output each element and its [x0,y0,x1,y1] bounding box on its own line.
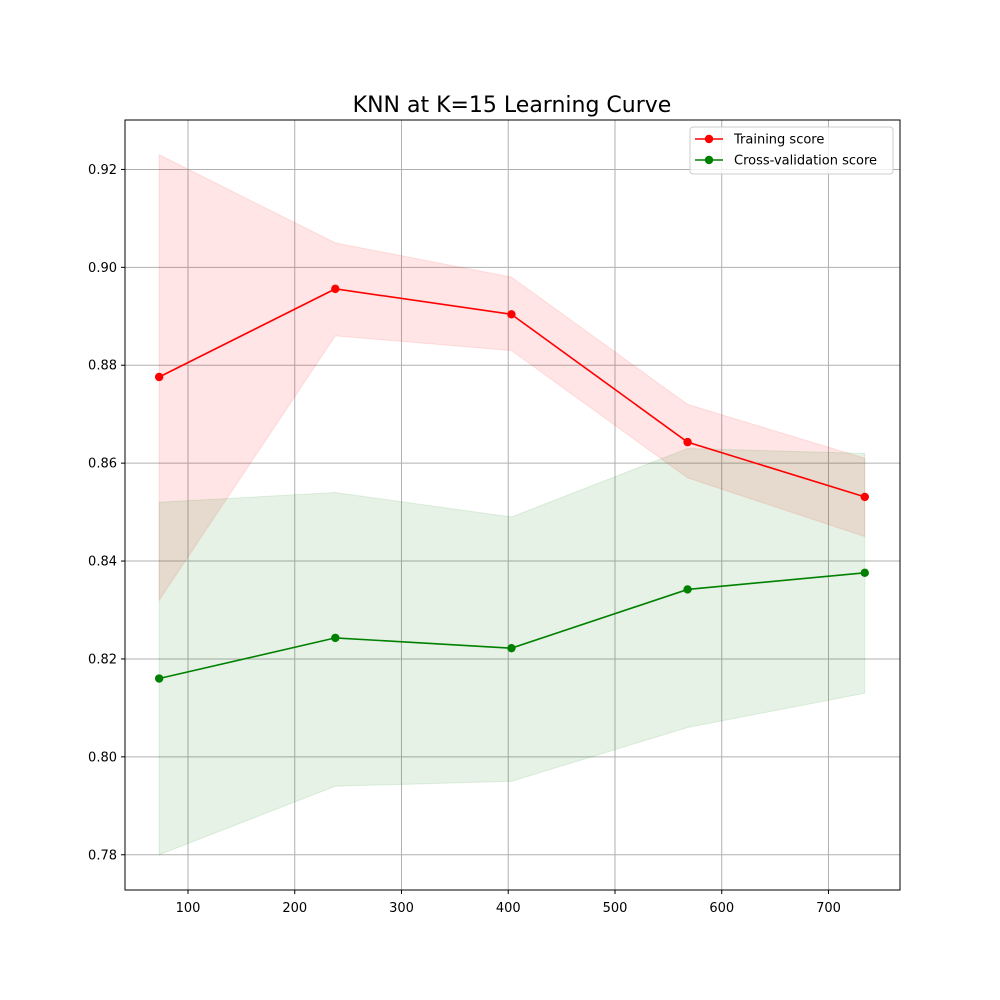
y-tick-label-0.78: 0.78 [88,848,117,863]
chart-legend: Training score Cross-validation score [689,126,894,175]
legend-marker-training [704,134,714,144]
data-point-training-1 [154,372,164,382]
legend-label-training: Training score [733,133,824,148]
chart-title: KNN at K=15 Learning Curve [353,93,672,118]
x-tick-label-500: 500 [603,901,628,916]
x-tick-label-600: 600 [709,901,734,916]
x-tick-label-300: 300 [389,901,414,916]
confidence-band-training [158,153,866,602]
y-tick-label-0.82: 0.82 [88,652,117,667]
data-point-training-4 [683,437,692,447]
data-point-training-2 [331,284,340,294]
x-tick-label-400: 400 [496,901,521,916]
grid-lines [125,120,900,890]
y-tick-label-0.84: 0.84 [88,555,117,570]
x-axis-ticks: 100 200 300 400 500 600 700 [176,890,841,916]
y-axis-ticks: 0.78 0.80 0.82 0.84 0.86 0.88 0.90 0.92 [88,163,125,863]
legend-label-cross-validation: Cross-validation score [734,154,877,169]
data-point-training-3 [507,310,516,319]
data-point-training-5 [860,492,869,502]
plot-area-frame [124,119,901,891]
data-point-cross-validation-1 [154,674,164,683]
x-tick-label-700: 700 [816,901,841,916]
y-tick-label-0.86: 0.86 [88,457,117,472]
data-point-cross-validation-5 [860,568,869,577]
data-point-cross-validation-3 [507,643,516,653]
y-tick-label-0.90: 0.90 [88,261,117,276]
data-point-cross-validation-2 [331,633,340,643]
y-tick-label-0.88: 0.88 [88,359,117,374]
legend-box [689,126,894,175]
x-tick-label-100: 100 [176,901,201,916]
data-point-cross-validation-4 [683,585,692,594]
y-tick-label-0.92: 0.92 [88,163,117,178]
y-tick-label-0.80: 0.80 [88,750,117,765]
x-tick-label-200: 200 [282,901,307,916]
legend-marker-cross-validation [704,155,714,165]
series-markers [154,284,869,683]
